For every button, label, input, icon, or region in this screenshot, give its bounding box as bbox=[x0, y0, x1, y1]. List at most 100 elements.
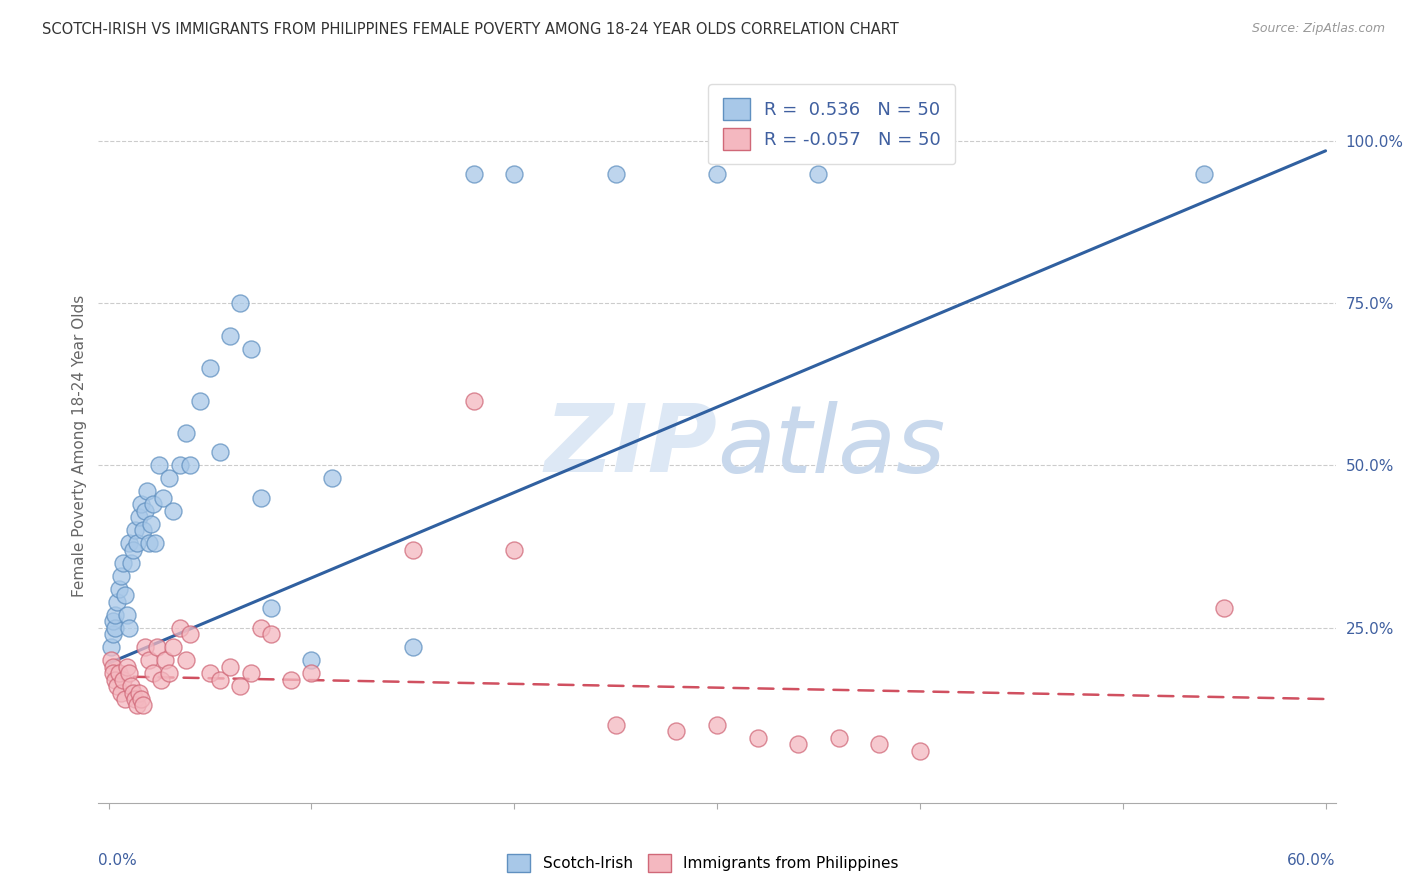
Point bbox=[141, 516, 163, 531]
Point bbox=[605, 718, 627, 732]
Point bbox=[402, 640, 425, 654]
Point bbox=[503, 542, 526, 557]
Point bbox=[209, 673, 232, 687]
Point bbox=[132, 524, 155, 538]
Point bbox=[101, 614, 124, 628]
Point bbox=[219, 659, 242, 673]
Point bbox=[100, 640, 122, 654]
Point bbox=[179, 458, 201, 473]
Legend: Scotch-Irish, Immigrants from Philippines: Scotch-Irish, Immigrants from Philippine… bbox=[501, 846, 905, 880]
Point bbox=[260, 601, 283, 615]
Text: Source: ZipAtlas.com: Source: ZipAtlas.com bbox=[1251, 22, 1385, 36]
Point bbox=[150, 673, 173, 687]
Point bbox=[260, 627, 283, 641]
Point bbox=[807, 167, 830, 181]
Point bbox=[162, 640, 184, 654]
Point bbox=[706, 167, 728, 181]
Point bbox=[249, 491, 271, 505]
Point bbox=[114, 588, 136, 602]
Point bbox=[155, 653, 177, 667]
Point bbox=[152, 491, 174, 505]
Point bbox=[125, 698, 148, 713]
Point bbox=[118, 536, 141, 550]
Point bbox=[179, 627, 201, 641]
Point bbox=[605, 167, 627, 181]
Point bbox=[299, 653, 322, 667]
Point bbox=[134, 504, 156, 518]
Point bbox=[169, 458, 191, 473]
Point bbox=[125, 536, 148, 550]
Point bbox=[104, 607, 127, 622]
Point bbox=[162, 504, 184, 518]
Y-axis label: Female Poverty Among 18-24 Year Olds: Female Poverty Among 18-24 Year Olds bbox=[72, 295, 87, 597]
Point bbox=[129, 692, 152, 706]
Point bbox=[198, 666, 221, 681]
Point bbox=[1213, 601, 1236, 615]
Point bbox=[402, 542, 425, 557]
Point bbox=[280, 673, 302, 687]
Point bbox=[107, 666, 129, 681]
Point bbox=[188, 393, 211, 408]
Point bbox=[1192, 167, 1215, 181]
Point bbox=[129, 497, 152, 511]
Point bbox=[148, 458, 170, 473]
Point bbox=[128, 685, 150, 699]
Text: atlas: atlas bbox=[717, 401, 945, 491]
Point bbox=[115, 659, 138, 673]
Point bbox=[124, 692, 146, 706]
Point bbox=[747, 731, 769, 745]
Point bbox=[463, 393, 485, 408]
Legend: R =  0.536   N = 50, R = -0.057   N = 50: R = 0.536 N = 50, R = -0.057 N = 50 bbox=[709, 84, 956, 164]
Point bbox=[110, 568, 132, 582]
Point bbox=[142, 497, 165, 511]
Point bbox=[136, 484, 159, 499]
Point bbox=[169, 621, 191, 635]
Point bbox=[908, 744, 931, 758]
Point bbox=[174, 653, 197, 667]
Point bbox=[111, 556, 134, 570]
Point bbox=[321, 471, 343, 485]
Point bbox=[110, 685, 132, 699]
Point bbox=[299, 666, 322, 681]
Point bbox=[787, 738, 810, 752]
Point bbox=[249, 621, 271, 635]
Point bbox=[120, 556, 142, 570]
Point bbox=[157, 471, 180, 485]
Point bbox=[105, 679, 128, 693]
Point bbox=[101, 627, 124, 641]
Point bbox=[104, 673, 127, 687]
Text: SCOTCH-IRISH VS IMMIGRANTS FROM PHILIPPINES FEMALE POVERTY AMONG 18-24 YEAR OLDS: SCOTCH-IRISH VS IMMIGRANTS FROM PHILIPPI… bbox=[42, 22, 898, 37]
Point bbox=[128, 510, 150, 524]
Point bbox=[101, 659, 124, 673]
Point bbox=[503, 167, 526, 181]
Point bbox=[219, 328, 242, 343]
Point bbox=[209, 445, 232, 459]
Point bbox=[134, 640, 156, 654]
Point bbox=[198, 361, 221, 376]
Point bbox=[229, 296, 252, 310]
Point bbox=[868, 738, 890, 752]
Point bbox=[146, 640, 169, 654]
Point bbox=[132, 698, 155, 713]
Point bbox=[105, 595, 128, 609]
Point bbox=[114, 692, 136, 706]
Text: 0.0%: 0.0% bbox=[98, 853, 138, 868]
Point bbox=[239, 666, 262, 681]
Point bbox=[118, 621, 141, 635]
Point bbox=[157, 666, 180, 681]
Text: 60.0%: 60.0% bbox=[1288, 853, 1336, 868]
Point bbox=[122, 685, 145, 699]
Point bbox=[239, 342, 262, 356]
Point bbox=[143, 536, 166, 550]
Point bbox=[115, 607, 138, 622]
Point bbox=[118, 666, 141, 681]
Text: ZIP: ZIP bbox=[544, 400, 717, 492]
Point bbox=[138, 653, 160, 667]
Point bbox=[101, 666, 124, 681]
Point bbox=[665, 724, 688, 739]
Point bbox=[124, 524, 146, 538]
Point bbox=[828, 731, 851, 745]
Point bbox=[100, 653, 122, 667]
Point bbox=[174, 425, 197, 440]
Point bbox=[104, 621, 127, 635]
